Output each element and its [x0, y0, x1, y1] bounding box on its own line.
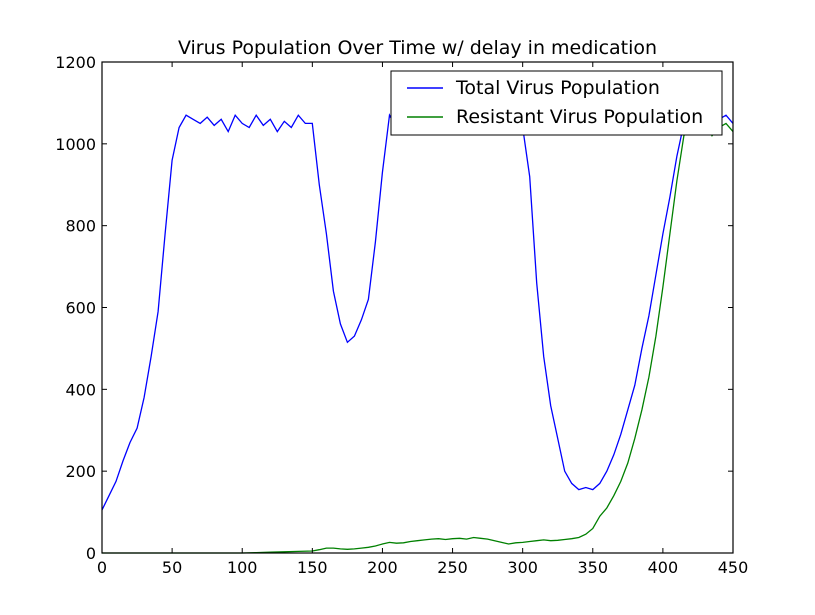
legend-label-resistant: Resistant Virus Population [456, 106, 703, 128]
legend-box [390, 70, 723, 136]
x-tick-label: 200 [367, 558, 398, 577]
y-tick-label: 200 [65, 462, 96, 481]
y-tick-label: 800 [65, 217, 96, 236]
x-tick-label: 300 [507, 558, 538, 577]
chart-title: Virus Population Over Time w/ delay in m… [178, 37, 657, 59]
legend: Total Virus Population Resistant Virus P… [390, 70, 723, 136]
y-tick-label: 0 [86, 544, 96, 563]
x-tick-label: 0 [97, 558, 107, 577]
legend-label-total: Total Virus Population [455, 77, 660, 99]
y-tick-label: 600 [65, 299, 96, 318]
x-tick-label: 400 [648, 558, 679, 577]
y-tick-label: 1200 [55, 53, 96, 72]
x-tick-label: 450 [718, 558, 749, 577]
x-tick-label: 150 [297, 558, 328, 577]
plot-area [102, 62, 733, 553]
x-tick-label: 250 [437, 558, 468, 577]
y-tick-label: 400 [65, 380, 96, 399]
x-tick-label: 350 [578, 558, 609, 577]
x-tick-label: 50 [162, 558, 182, 577]
x-tick-label: 100 [227, 558, 258, 577]
y-tick-label: 1000 [55, 135, 96, 154]
tick-layer: 0 50 100 150 200 250 300 350 400 450 0 200 400 600 800… [55, 53, 748, 577]
series-line-resistant [102, 122, 734, 554]
